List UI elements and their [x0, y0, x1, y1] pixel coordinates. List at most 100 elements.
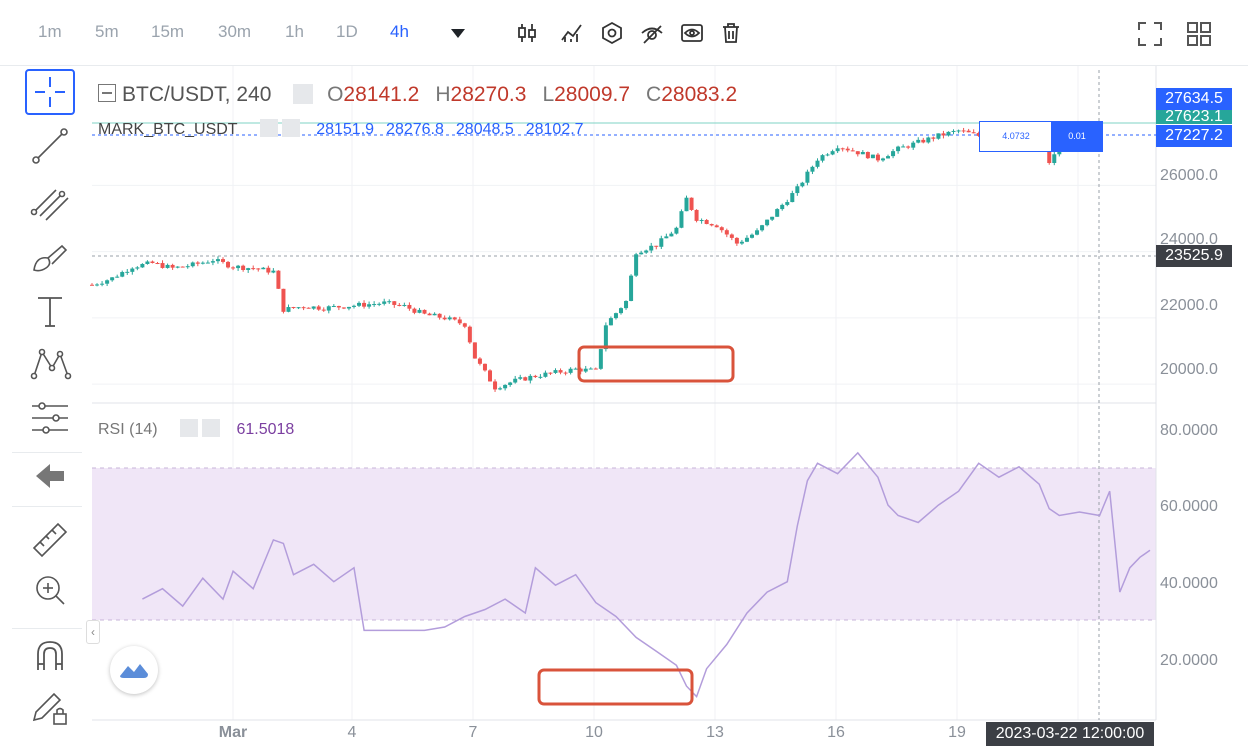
candle-body [684, 197, 689, 212]
candle-body [372, 304, 377, 306]
candle-body [830, 151, 835, 155]
back-arrow-icon[interactable] [26, 456, 74, 496]
time-tick-16: 16 [827, 724, 845, 741]
layout-grid-icon[interactable] [1185, 20, 1213, 48]
candle-body [553, 370, 558, 373]
candle-body [256, 268, 261, 270]
pattern-icon[interactable] [26, 344, 74, 384]
rsi-tick-80: 80.0000 [1160, 422, 1218, 439]
candle-body [538, 376, 543, 378]
candle-body [150, 261, 155, 263]
candle-body [845, 148, 850, 151]
candle-body [236, 265, 241, 269]
lock-pencil-icon[interactable] [26, 688, 74, 728]
legend-settings-icon[interactable] [293, 84, 314, 104]
candle-body [971, 132, 976, 134]
timeframe-4h[interactable]: 4h [390, 22, 409, 41]
toolbar-separator [12, 452, 82, 453]
candle-body [407, 304, 412, 309]
mark-close-icon[interactable] [281, 119, 300, 137]
brush-icon[interactable] [26, 238, 74, 278]
ruler-icon[interactable] [26, 518, 74, 558]
candle-body [785, 202, 790, 205]
candle-body [810, 166, 815, 172]
candle-body [870, 154, 875, 159]
candle-body [432, 313, 437, 316]
candle-body [931, 137, 936, 139]
candle-body [926, 137, 931, 143]
logo-button[interactable] [110, 646, 158, 694]
candle-body [367, 304, 372, 307]
fib-icon[interactable] [26, 182, 74, 222]
rsi-settings-icon[interactable] [180, 419, 199, 437]
candle-body [241, 265, 246, 270]
candles-icon[interactable] [514, 20, 540, 46]
hide-drawings-icon[interactable] [639, 20, 665, 46]
mark-settings-icon[interactable] [259, 119, 278, 137]
candle-body [815, 160, 820, 167]
text-icon[interactable] [26, 292, 74, 332]
candle-body [135, 267, 140, 269]
candle-body [115, 276, 120, 278]
order-qty-box[interactable]: 4.0732 [979, 121, 1053, 152]
timeframe-30m[interactable]: 30m [218, 22, 252, 41]
candle-body [266, 267, 271, 273]
candle-body [780, 204, 785, 210]
candle-body [573, 368, 578, 370]
timeframe-5m[interactable]: 5m [95, 22, 119, 41]
candle-body [578, 368, 583, 372]
candle-body [281, 288, 286, 312]
candle-body [503, 384, 508, 389]
candle-body [865, 152, 870, 159]
candle-body [508, 382, 513, 385]
timeframe-1d[interactable]: 1D [336, 22, 358, 41]
candle-body [110, 277, 115, 281]
timeframe-1h[interactable]: 1h [285, 22, 304, 41]
candle-body [714, 225, 719, 228]
candle-body [351, 305, 356, 307]
candle-body [442, 317, 447, 320]
candle-body [825, 154, 830, 156]
time-tick-7: 7 [468, 724, 478, 741]
timeframe-1m[interactable]: 1m [38, 22, 62, 41]
candle-body [513, 378, 518, 383]
candle-body [765, 219, 770, 226]
time-tick-4: 4 [347, 724, 357, 741]
candle-body [704, 220, 709, 225]
candle-body [331, 305, 336, 307]
candle-body [1052, 154, 1057, 164]
timeframe-dropdown-icon[interactable] [445, 20, 471, 46]
candle-body [619, 308, 623, 314]
candle-body [422, 309, 427, 314]
fullscreen-icon[interactable] [1136, 20, 1164, 48]
collapse-icon[interactable] [98, 84, 116, 102]
order-price-box[interactable]: 0.01 [1051, 121, 1103, 152]
rsi-close-icon[interactable] [202, 419, 221, 437]
collapse-toolbar-button[interactable]: ‹ [86, 620, 100, 644]
magnet-icon[interactable] [26, 636, 74, 676]
candle-body [654, 245, 659, 247]
candle-body [699, 220, 704, 222]
candle-body [775, 209, 780, 217]
trash-icon[interactable] [718, 20, 744, 46]
eye-icon[interactable] [679, 20, 705, 46]
timeframe-15m[interactable]: 15m [151, 22, 185, 41]
indicators-icon[interactable] [559, 20, 585, 46]
candle-body [215, 259, 220, 262]
crosshair-tool[interactable] [25, 69, 75, 115]
candle-body [901, 146, 906, 148]
trend-line-icon[interactable] [26, 126, 74, 166]
candle-body [185, 266, 190, 268]
settings-hex-icon[interactable] [599, 20, 625, 46]
candle-body [205, 262, 210, 264]
candle-body [886, 156, 891, 159]
candle-body [608, 318, 613, 326]
measure-icon[interactable] [26, 398, 74, 438]
candle-body [860, 152, 865, 155]
candle-body [452, 317, 457, 320]
position-price-label: 27227.2 [1156, 125, 1232, 147]
candle-body [946, 131, 951, 136]
zoom-in-icon[interactable] [26, 570, 74, 610]
candle-body [357, 302, 362, 306]
